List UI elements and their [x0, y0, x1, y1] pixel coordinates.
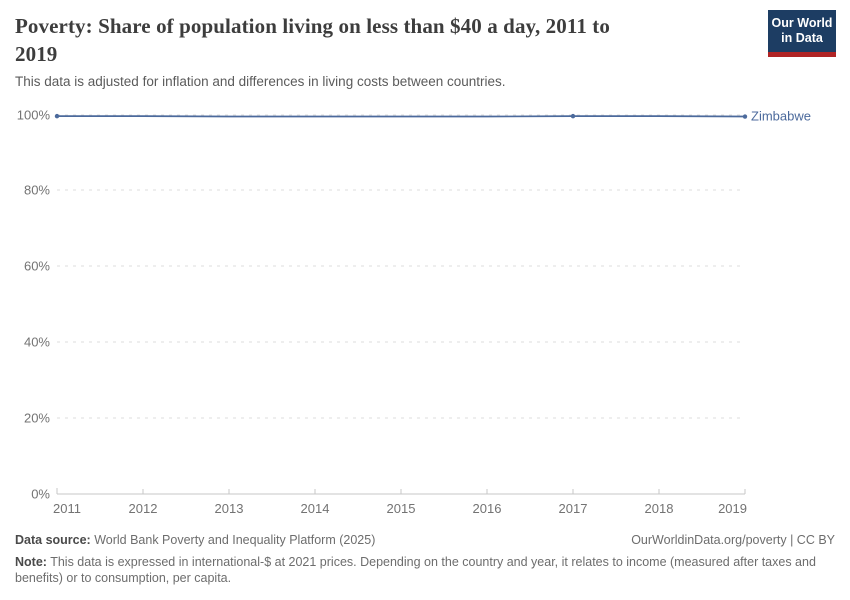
x-axis-labels: 2011 2012 2013 2014 2015 2016 2017 2018 …	[53, 501, 747, 516]
data-source-label: Data source:	[15, 533, 91, 547]
data-source-text: World Bank Poverty and Inequality Platfo…	[90, 533, 376, 547]
owid-logo[interactable]: Our World in Data	[768, 10, 836, 57]
x-axis	[56, 488, 746, 495]
owid-logo-line2: in Data	[781, 31, 823, 45]
chart-subtitle: This data is adjusted for inflation and …	[15, 74, 506, 89]
data-point-2019[interactable]	[742, 114, 748, 119]
license-link[interactable]: OurWorldinData.org/poverty | CC BY	[631, 533, 835, 547]
entity-label[interactable]: Zimbabwe	[751, 109, 811, 124]
x-tick-2012: 2012	[129, 501, 158, 516]
x-tick-2018: 2018	[645, 501, 674, 516]
note-text: This data is expressed in international-…	[15, 554, 816, 586]
y-axis-labels: 100% 80% 60% 40% 20% 0%	[17, 108, 51, 502]
y-tick-40: 40%	[24, 335, 50, 350]
x-tick-2013: 2013	[215, 501, 244, 516]
chart-note: Note: This data is expressed in internat…	[15, 554, 835, 587]
data-point-2017[interactable]	[570, 113, 576, 119]
y-tick-80: 80%	[24, 183, 50, 198]
x-tick-2017: 2017	[559, 501, 588, 516]
data-point-2011[interactable]	[54, 113, 60, 119]
owid-logo-line1: Our World	[771, 16, 833, 30]
y-tick-0: 0%	[31, 487, 50, 502]
x-tick-2015: 2015	[387, 501, 416, 516]
y-tick-20: 20%	[24, 411, 50, 426]
y-tick-60: 60%	[24, 259, 50, 274]
chart-footer: Data source: World Bank Poverty and Ineq…	[15, 532, 835, 587]
line-markers	[54, 113, 748, 119]
x-tick-2014: 2014	[301, 501, 330, 516]
x-tick-2011: 2011	[53, 501, 81, 516]
note-label: Note:	[15, 554, 47, 569]
y-tick-100: 100%	[17, 108, 51, 123]
x-tick-2019: 2019	[718, 501, 747, 516]
x-tick-2016: 2016	[473, 501, 502, 516]
data-source: Data source: World Bank Poverty and Ineq…	[15, 532, 375, 549]
page-title: Poverty: Share of population living on l…	[15, 14, 610, 66]
y-gridlines	[57, 114, 745, 419]
